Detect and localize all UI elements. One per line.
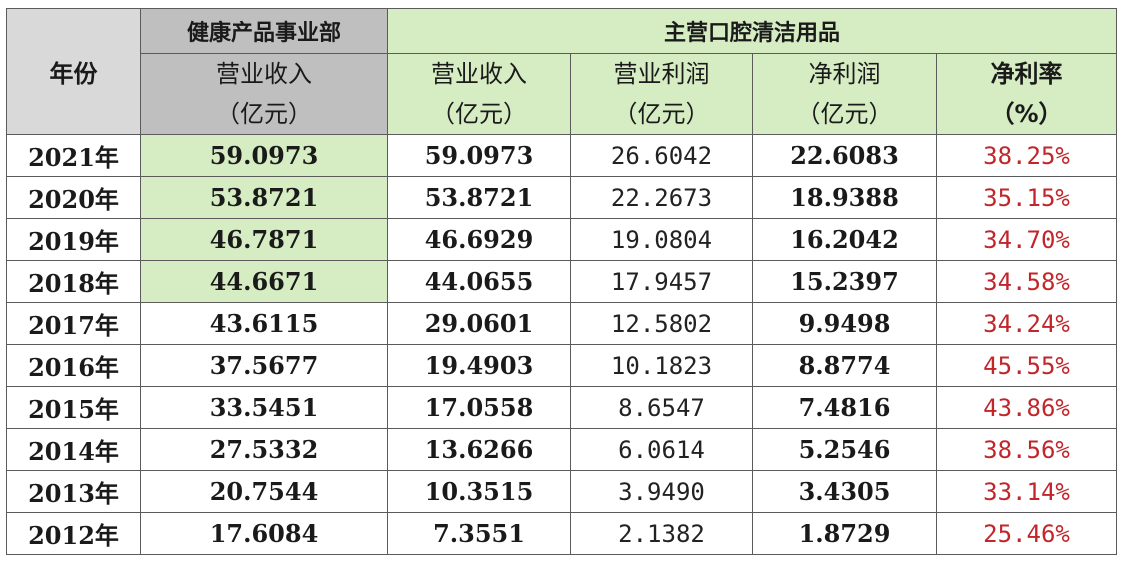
oral-net-profit-header: 净利润 （亿元） — [752, 53, 937, 135]
health-revenue-cell: 46.7871 — [140, 218, 388, 261]
financial-table: 年份 健康产品事业部 主营口腔清洁用品 营业收入 （亿元） 营业收入 （亿元） … — [6, 8, 1117, 555]
net-margin-cell: 38.56% — [936, 428, 1117, 471]
revenue-cell: 29.0601 — [387, 302, 571, 345]
header-unit: （%） — [990, 100, 1063, 128]
year-cell: 2015年 — [6, 386, 141, 429]
revenue-cell: 10.3515 — [387, 470, 571, 513]
net-margin-cell: 35.15% — [936, 176, 1117, 219]
health-revenue-cell: 43.6115 — [140, 302, 388, 345]
revenue-cell: 7.3551 — [387, 512, 571, 555]
op-profit-cell: 26.6042 — [570, 134, 753, 177]
header-unit: （亿元） — [613, 100, 710, 128]
oral-care-header: 主营口腔清洁用品 — [387, 8, 1117, 54]
net-margin-cell: 34.58% — [936, 260, 1117, 303]
net-profit-cell: 9.9498 — [752, 302, 937, 345]
header-unit: （亿元） — [796, 100, 893, 128]
net-margin-cell: 34.24% — [936, 302, 1117, 345]
revenue-cell: 46.6929 — [387, 218, 571, 261]
header-line: 营业利润 — [613, 60, 710, 88]
year-cell: 2021年 — [6, 134, 141, 177]
health-dept-header: 健康产品事业部 — [140, 8, 388, 54]
op-profit-cell: 2.1382 — [570, 512, 753, 555]
op-profit-cell: 6.0614 — [570, 428, 753, 471]
net-margin-cell: 25.46% — [936, 512, 1117, 555]
net-margin-cell: 33.14% — [936, 470, 1117, 513]
health-revenue-cell: 59.0973 — [140, 134, 388, 177]
net-profit-cell: 5.2546 — [752, 428, 937, 471]
net-profit-cell: 7.4816 — [752, 386, 937, 429]
oral-op-profit-header: 营业利润 （亿元） — [570, 53, 753, 135]
health-revenue-cell: 17.6084 — [140, 512, 388, 555]
net-margin-cell: 38.25% — [936, 134, 1117, 177]
revenue-cell: 13.6266 — [387, 428, 571, 471]
year-cell: 2017年 — [6, 302, 141, 345]
health-revenue-cell: 33.5451 — [140, 386, 388, 429]
revenue-cell: 17.0558 — [387, 386, 571, 429]
revenue-cell: 19.4903 — [387, 344, 571, 387]
header-line: 净利率 — [990, 60, 1063, 88]
health-revenue-cell: 27.5332 — [140, 428, 388, 471]
health-revenue-cell: 44.6671 — [140, 260, 388, 303]
net-profit-cell: 15.2397 — [752, 260, 937, 303]
year-cell: 2020年 — [6, 176, 141, 219]
year-column-header: 年份 — [6, 8, 141, 135]
header-line: 净利润 — [808, 60, 881, 88]
table-row: 2020年 53.8721 53.8721 22.2673 18.9388 35.15% — [6, 176, 1117, 219]
header-unit: （亿元） — [216, 100, 312, 128]
header-line: 营业收入 — [216, 60, 312, 88]
op-profit-cell: 22.2673 — [570, 176, 753, 219]
health-revenue-cell: 20.7544 — [140, 470, 388, 513]
op-profit-cell: 3.9490 — [570, 470, 753, 513]
table-row: 2021年 59.0973 59.0973 26.6042 22.6083 38.25% — [6, 134, 1117, 177]
year-cell: 2014年 — [6, 428, 141, 471]
table-row: 2012年 17.6084 7.3551 2.1382 1.8729 25.46% — [6, 512, 1117, 555]
net-profit-cell: 8.8774 — [752, 344, 937, 387]
table-row: 2016年 37.5677 19.4903 10.1823 8.8774 45.55% — [6, 344, 1117, 387]
net-profit-cell: 1.8729 — [752, 512, 937, 555]
table-row: 2018年 44.6671 44.0655 17.9457 15.2397 34.58% — [6, 260, 1117, 303]
table-body: 2021年 59.0973 59.0973 26.6042 22.6083 38.25% 2… — [6, 134, 1117, 555]
revenue-cell: 53.8721 — [387, 176, 571, 219]
table-row: 2013年 20.7544 10.3515 3.9490 3.4305 33.14% — [6, 470, 1117, 513]
table-row: 2017年 43.6115 29.0601 12.5802 9.9498 34.24% — [6, 302, 1117, 345]
net-profit-cell: 3.4305 — [752, 470, 937, 513]
year-cell: 2018年 — [6, 260, 141, 303]
op-profit-cell: 12.5802 — [570, 302, 753, 345]
header-unit: （亿元） — [431, 100, 527, 128]
health-revenue-cell: 53.8721 — [140, 176, 388, 219]
health-revenue-cell: 37.5677 — [140, 344, 388, 387]
year-cell: 2013年 — [6, 470, 141, 513]
header-line: 营业收入 — [431, 60, 527, 88]
op-profit-cell: 19.0804 — [570, 218, 753, 261]
net-margin-cell: 45.55% — [936, 344, 1117, 387]
op-profit-cell: 8.6547 — [570, 386, 753, 429]
table-header: 年份 健康产品事业部 主营口腔清洁用品 营业收入 （亿元） 营业收入 （亿元） … — [6, 8, 1117, 135]
net-profit-cell: 16.2042 — [752, 218, 937, 261]
year-cell: 2012年 — [6, 512, 141, 555]
table-row: 2014年 27.5332 13.6266 6.0614 5.2546 38.56% — [6, 428, 1117, 471]
op-profit-cell: 10.1823 — [570, 344, 753, 387]
op-profit-cell: 17.9457 — [570, 260, 753, 303]
table-row: 2015年 33.5451 17.0558 8.6547 7.4816 43.86% — [6, 386, 1117, 429]
oral-revenue-header: 营业收入 （亿元） — [387, 53, 571, 135]
oral-net-margin-header: 净利率 （%） — [936, 53, 1117, 135]
net-profit-cell: 18.9388 — [752, 176, 937, 219]
year-cell: 2019年 — [6, 218, 141, 261]
table-row: 2019年 46.7871 46.6929 19.0804 16.2042 34.70% — [6, 218, 1117, 261]
health-revenue-header: 营业收入 （亿元） — [140, 53, 388, 135]
revenue-cell: 44.0655 — [387, 260, 571, 303]
net-margin-cell: 34.70% — [936, 218, 1117, 261]
revenue-cell: 59.0973 — [387, 134, 571, 177]
net-profit-cell: 22.6083 — [752, 134, 937, 177]
net-margin-cell: 43.86% — [936, 386, 1117, 429]
year-cell: 2016年 — [6, 344, 141, 387]
